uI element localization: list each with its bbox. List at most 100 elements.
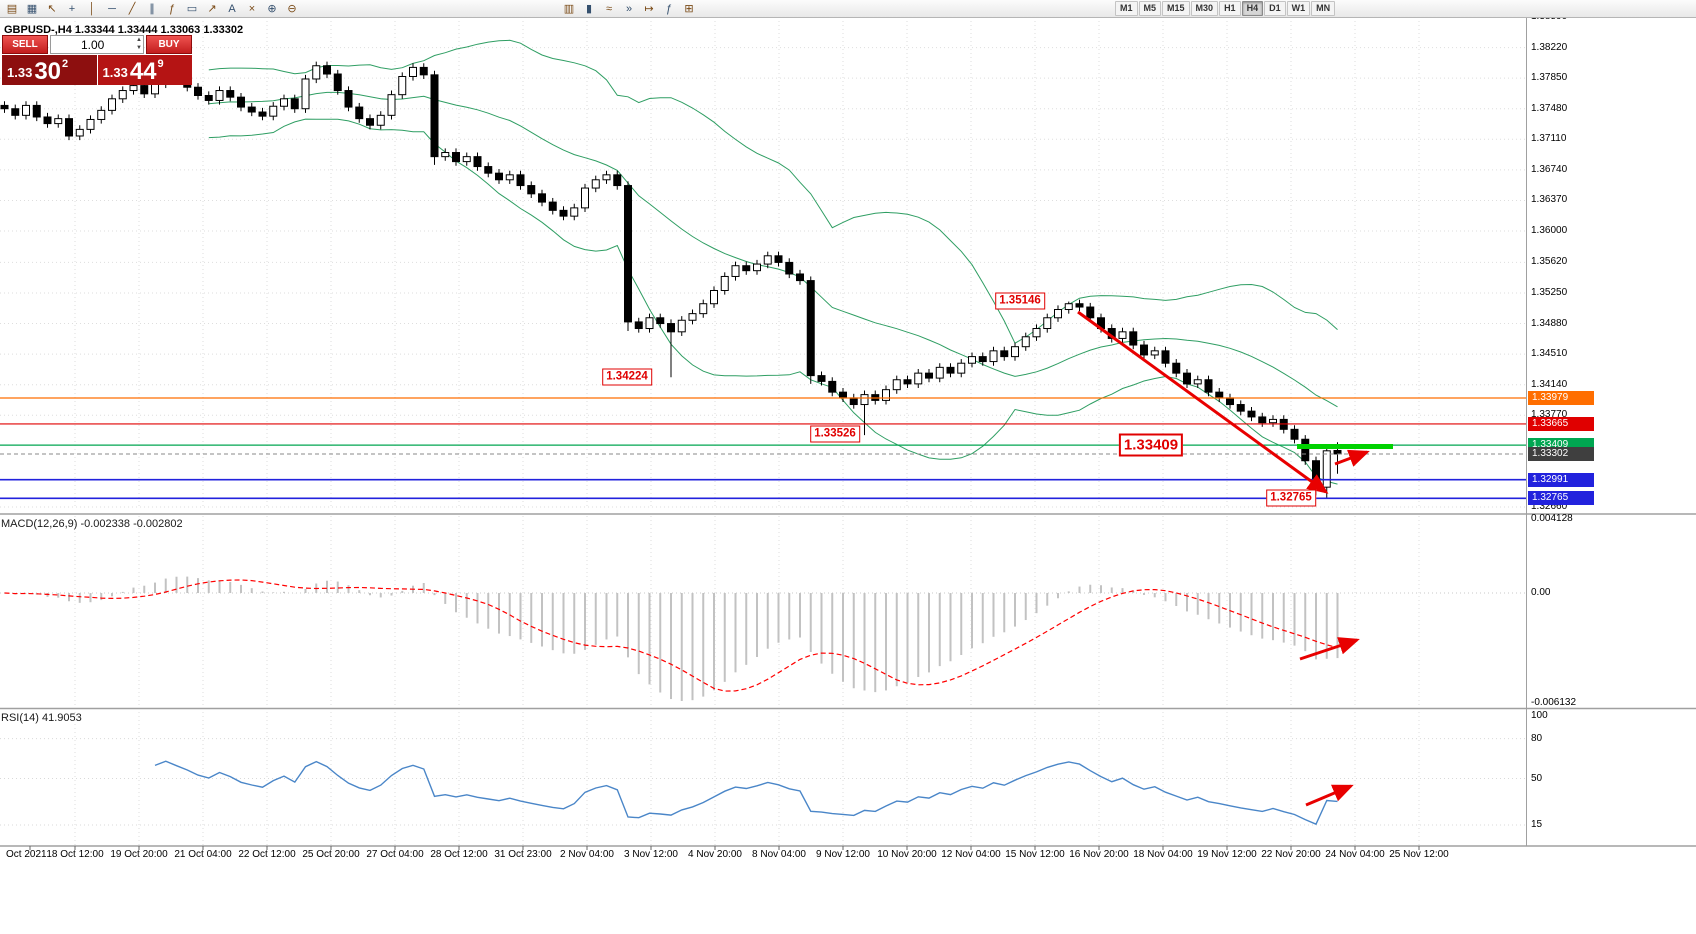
candle	[1043, 317, 1052, 330]
candle	[441, 152, 450, 158]
timeframe-m15[interactable]: M15	[1162, 1, 1190, 16]
rsi-bounce-arrow[interactable]	[1305, 784, 1354, 807]
auto-scroll-icon[interactable]: »	[625, 3, 633, 15]
sell-price-sup: 2	[62, 58, 69, 70]
new-chart-icon[interactable]: ▤	[6, 3, 18, 15]
candle	[409, 66, 417, 77]
candle	[581, 187, 589, 209]
candle	[215, 90, 224, 101]
candle	[129, 85, 138, 92]
support-level-bar[interactable]	[1297, 444, 1393, 449]
sell-button[interactable]: SELL	[2, 35, 48, 54]
candle	[1172, 362, 1181, 374]
candle	[312, 65, 321, 80]
buy-price[interactable]: 1.33 44 9	[97, 55, 192, 85]
candle	[1204, 379, 1213, 393]
timeframe-h1[interactable]: H1	[1219, 1, 1241, 16]
shapes-icon[interactable]: ▭	[186, 3, 198, 15]
zoom-in-icon[interactable]: ⊕	[267, 3, 277, 15]
candle	[473, 156, 482, 168]
candle	[516, 174, 525, 187]
trade-panel-prices-row: 1.33 30 2 1.33 44 9	[2, 55, 192, 85]
candle	[237, 96, 245, 108]
candle	[258, 111, 267, 117]
text-label-icon[interactable]: A	[228, 3, 236, 15]
timeframe-m1[interactable]: M1	[1115, 1, 1138, 16]
line-chart-icon[interactable]: ≈	[605, 3, 613, 15]
timeframe-w1[interactable]: W1	[1286, 1, 1311, 16]
sell-price[interactable]: 1.33 30 2	[2, 55, 97, 85]
volume-down-icon[interactable]: ▼	[136, 45, 142, 51]
delete-object-icon[interactable]: ×	[248, 3, 256, 15]
horizontal-line-icon[interactable]: ─	[108, 3, 116, 15]
candle	[1118, 331, 1127, 339]
candle	[1193, 379, 1202, 385]
volume-spinner[interactable]: ▲ ▼	[136, 36, 142, 52]
candle	[1129, 331, 1138, 346]
candle	[613, 174, 622, 187]
buy-price-big: 1.33	[102, 65, 128, 80]
crosshair-icon[interactable]: +	[68, 3, 76, 15]
chart-shift-icon[interactable]: ↦	[644, 3, 654, 15]
candle	[774, 255, 783, 263]
main-toolbar: ▤ ▦ ↖ + │ ─ ╱ ∥ ƒ ▭ ↗ A × ⊕ ⊖ ▥ ▮ ≈ » ↦ ƒ ⊞ M1 M5 M15 M30 H1 H4 D1…	[0, 0, 1696, 18]
fibonacci-retracement-icon[interactable]: ƒ	[168, 3, 176, 15]
candle	[75, 128, 84, 137]
candle	[957, 362, 966, 374]
candle	[699, 303, 708, 315]
candle	[828, 380, 837, 393]
zoom-out-icon[interactable]: ⊖	[287, 3, 297, 15]
candle	[1269, 418, 1277, 424]
indicators-list-icon[interactable]: ƒ	[665, 3, 673, 15]
candle	[1247, 410, 1256, 418]
candle	[65, 118, 73, 137]
timeframe-h4[interactable]: H4	[1241, 1, 1264, 16]
candle	[1064, 303, 1073, 311]
price-bounce-arrow[interactable]	[1334, 449, 1370, 467]
candle	[1290, 428, 1299, 440]
chart-title: GBPUSD-,H4 1.33344 1.33444 1.33063 1.333…	[4, 24, 244, 36]
candle	[462, 156, 471, 163]
candle	[591, 179, 600, 189]
candle	[1258, 416, 1267, 424]
arrows-icon[interactable]: ↗	[207, 3, 217, 15]
sell-price-big: 1.33	[7, 65, 33, 80]
chart-profiles-icon[interactable]: ▦	[26, 3, 38, 15]
candle	[452, 152, 460, 163]
bar-chart-icon[interactable]: ▥	[563, 3, 575, 15]
candle	[398, 75, 407, 96]
candle	[226, 90, 235, 98]
candle	[0, 104, 9, 110]
buy-price-pips: 44	[129, 58, 157, 85]
candle	[677, 319, 686, 333]
candle	[32, 104, 41, 118]
candle	[1140, 344, 1148, 356]
buy-price-sup: 9	[157, 58, 164, 70]
candle	[656, 317, 665, 325]
tile-windows-icon[interactable]: ⊞	[684, 3, 694, 15]
macd-bounce-arrow[interactable]	[1299, 637, 1360, 661]
candle	[1301, 438, 1310, 462]
timeframe-m5[interactable]: M5	[1138, 1, 1162, 16]
candle	[1150, 350, 1159, 356]
candle	[1021, 336, 1030, 348]
volume-field[interactable]: 1.00 ▲ ▼	[50, 35, 144, 54]
candle	[710, 290, 718, 305]
buy-button[interactable]: BUY	[146, 35, 192, 54]
candle	[290, 98, 299, 110]
candle	[753, 263, 761, 272]
vertical-line-icon[interactable]: │	[88, 3, 96, 15]
candle	[11, 108, 20, 116]
equidistant-channel-icon[interactable]: ∥	[149, 3, 155, 15]
candle	[1054, 309, 1062, 319]
timeframe-d1[interactable]: D1	[1264, 1, 1286, 16]
timeframe-m30[interactable]: M30	[1190, 1, 1219, 16]
candle	[1011, 346, 1019, 358]
trendline-icon[interactable]: ╱	[128, 3, 136, 15]
timeframe-mn[interactable]: MN	[1311, 1, 1336, 16]
cursor-icon[interactable]: ↖	[47, 3, 57, 15]
candlestick-chart-icon[interactable]: ▮	[585, 3, 593, 15]
volume-up-icon[interactable]: ▲	[136, 37, 142, 43]
trendline-annotation[interactable]	[1077, 310, 1329, 494]
